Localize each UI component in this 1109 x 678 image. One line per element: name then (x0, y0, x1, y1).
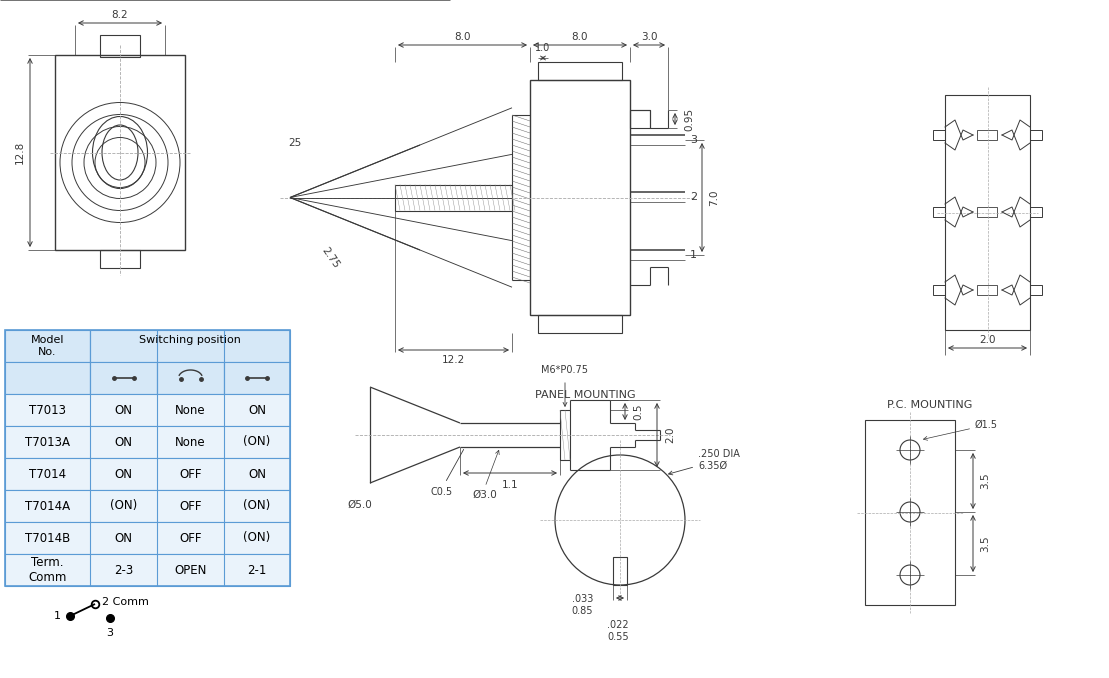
Bar (613, 557, 627, 585)
Bar (538, 62, 622, 80)
Bar (90, 362, 157, 394)
Bar (865, 420, 955, 605)
Bar (100, 250, 140, 268)
Text: Model
No.: Model No. (31, 335, 64, 357)
Bar (945, 95, 1030, 330)
Bar (6, 426, 289, 458)
Text: T7014B: T7014B (24, 532, 70, 544)
Bar (55, 55, 185, 250)
Text: OFF: OFF (180, 532, 202, 544)
Bar (6, 330, 90, 362)
Text: 3: 3 (106, 628, 113, 638)
Text: 0.95: 0.95 (684, 107, 694, 131)
Text: M6*P0.75: M6*P0.75 (541, 365, 589, 375)
Bar (6, 394, 289, 426)
Bar (977, 285, 997, 295)
Text: Term.
Comm: Term. Comm (29, 556, 67, 584)
Bar (90, 330, 289, 362)
Text: T7013A: T7013A (26, 435, 70, 449)
Text: OFF: OFF (180, 500, 202, 513)
Bar (6, 490, 289, 522)
Text: 2-3: 2-3 (114, 563, 133, 576)
Text: 0.5: 0.5 (633, 403, 643, 420)
Text: 1: 1 (54, 611, 61, 621)
Text: 8.2: 8.2 (112, 10, 129, 20)
Text: T7014A: T7014A (24, 500, 70, 513)
Text: 12.8: 12.8 (16, 141, 26, 164)
Bar (6, 362, 90, 394)
Text: (ON): (ON) (243, 435, 271, 449)
Text: PANEL MOUNTING: PANEL MOUNTING (535, 390, 635, 400)
Bar (100, 35, 140, 57)
Text: T7013: T7013 (29, 403, 67, 416)
Text: 2: 2 (690, 192, 698, 202)
Text: 1.1: 1.1 (501, 480, 518, 490)
Text: 2.75: 2.75 (319, 245, 340, 270)
Text: ON: ON (114, 403, 132, 416)
Bar (538, 315, 622, 333)
Text: 7.0: 7.0 (709, 189, 719, 205)
Text: 3.0: 3.0 (641, 32, 658, 42)
Bar (1030, 285, 1042, 295)
Bar (630, 110, 650, 128)
Bar (1030, 207, 1042, 217)
Text: 2.0: 2.0 (979, 335, 996, 345)
Text: .250 DIA
6.35Ø: .250 DIA 6.35Ø (669, 450, 740, 475)
Text: (ON): (ON) (243, 500, 271, 513)
Text: OFF: OFF (180, 468, 202, 481)
Text: Ø3.0: Ø3.0 (472, 490, 497, 500)
Text: 25: 25 (288, 138, 302, 148)
Text: ON: ON (114, 435, 132, 449)
Bar (933, 207, 945, 217)
Bar (157, 362, 224, 394)
Bar (933, 130, 945, 140)
Text: 8.0: 8.0 (572, 32, 588, 42)
Text: .022
0.55: .022 0.55 (608, 620, 629, 641)
Text: 3: 3 (690, 135, 696, 145)
Text: 1.0: 1.0 (536, 43, 551, 53)
Text: (ON): (ON) (243, 532, 271, 544)
Text: ON: ON (114, 468, 132, 481)
Text: .033
0.85: .033 0.85 (571, 594, 593, 616)
Text: C0.5: C0.5 (431, 487, 454, 497)
Text: (ON): (ON) (110, 500, 138, 513)
Text: 2.0: 2.0 (665, 426, 675, 443)
Text: 2-1: 2-1 (247, 563, 266, 576)
Bar (977, 207, 997, 217)
Text: ON: ON (248, 403, 266, 416)
Text: ON: ON (248, 468, 266, 481)
Bar (933, 285, 945, 295)
Bar (560, 410, 570, 460)
Bar (395, 184, 512, 210)
Text: 8.0: 8.0 (455, 32, 470, 42)
Text: None: None (175, 435, 206, 449)
Text: T7014: T7014 (29, 468, 67, 481)
Text: ON: ON (114, 532, 132, 544)
Text: P.C. MOUNTING: P.C. MOUNTING (887, 400, 973, 410)
Bar (6, 522, 289, 554)
Text: 3.5: 3.5 (980, 473, 990, 490)
Bar (6, 458, 289, 490)
Text: 1: 1 (690, 250, 696, 260)
Text: 12.2: 12.2 (441, 355, 465, 365)
Bar (224, 362, 289, 394)
Bar (1030, 130, 1042, 140)
Bar (6, 554, 289, 586)
Bar (6, 330, 289, 586)
Text: None: None (175, 403, 206, 416)
Text: OPEN: OPEN (174, 563, 206, 576)
Text: 2 Comm: 2 Comm (102, 597, 149, 607)
Bar (977, 130, 997, 140)
Bar (530, 80, 630, 315)
Text: Ø5.0: Ø5.0 (347, 500, 373, 510)
Text: Switching position: Switching position (139, 335, 241, 345)
Text: Ø1.5: Ø1.5 (924, 420, 998, 440)
Text: 3.5: 3.5 (980, 535, 990, 552)
